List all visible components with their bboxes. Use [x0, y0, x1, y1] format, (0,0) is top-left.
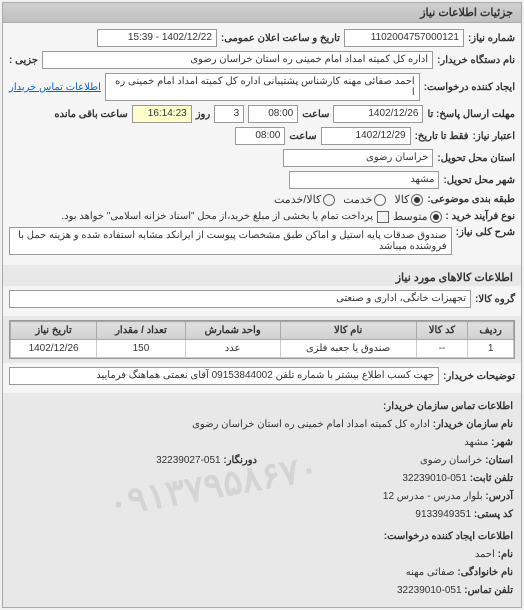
req-number-label: شماره نیاز:: [468, 33, 515, 44]
remain-value: 16:14:23: [132, 105, 192, 123]
row-buyer-org: نام دستگاه خریدار: اداره کل کمیته امداد …: [9, 51, 515, 69]
requester-label: ایجاد کننده درخواست:: [424, 82, 515, 93]
budget-label: طبقه بندی موضوعی:: [427, 194, 515, 205]
contact-fax: دورنگار: 051-32239027: [11, 453, 257, 469]
creator-title: اطلاعات ایجاد کننده درخواست:: [11, 529, 513, 545]
buyer-notes-row: توضیحات خریدار: جهت کسب اطلاع بیشتر با ش…: [3, 363, 521, 393]
validity-to-label: فقط تا تاریخ:: [415, 131, 469, 142]
row-req-number: شماره نیاز: 1102004757000121 تاریخ و ساع…: [9, 29, 515, 47]
panel-title: جزئیات اطلاعات نیاز: [3, 3, 521, 23]
time-label-2: ساعت: [289, 131, 316, 142]
province-value: خراسان رضوی: [283, 149, 433, 167]
radio-sale[interactable]: کالا/خدمت: [274, 193, 335, 206]
validity-time: 08:00: [235, 127, 285, 145]
process-radio-group: متوسط: [393, 210, 442, 223]
cell-date: 1402/12/26: [11, 340, 97, 358]
requester-value: احمد صفائی مهنه کارشناس پشتیبانی اداره ک…: [105, 73, 420, 101]
radio-sale-label: کالا/خدمت: [274, 193, 321, 206]
col-date: تاریخ نیاز: [11, 322, 97, 340]
goods-group-row: گروه کالا: تجهیزات خانگی، اداری و صنعتی: [3, 286, 521, 316]
req-number-value: 1102004757000121: [344, 29, 464, 47]
table-row[interactable]: 1 -- صندوق یا جعبه فلزی عدد 150 1402/12/…: [11, 340, 514, 358]
col-name: نام کالا: [280, 322, 416, 340]
cell-code: --: [416, 340, 467, 358]
validity-date: 1402/12/29: [321, 127, 411, 145]
radio-mid-label: متوسط: [393, 210, 428, 223]
cell-name: صندوق یا جعبه فلزی: [280, 340, 416, 358]
main-panel: جزئیات اطلاعات نیاز شماره نیاز: 11020047…: [2, 2, 522, 608]
radio-service[interactable]: خدمت: [343, 193, 386, 206]
row-requester: ایجاد کننده درخواست: احمد صفائی مهنه کار…: [9, 73, 515, 101]
time-label-1: ساعت: [302, 109, 329, 120]
subtype-label: جزیی :: [9, 55, 38, 66]
contact-province: استان: خراسان رضوی: [267, 453, 513, 469]
radio-kala-icon: [411, 194, 423, 206]
row-deadline: مهلت ارسال پاسخ: تا 1402/12/26 ساعت 08:0…: [9, 105, 515, 123]
city-value: مشهد: [289, 171, 439, 189]
row-general-desc: شرح کلی نیاز: صندوق صدقات پایه استیل و ا…: [9, 227, 515, 255]
radio-kala[interactable]: کالا: [394, 193, 423, 206]
buyer-org-label: نام دستگاه خریدار:: [437, 55, 515, 66]
radio-mid[interactable]: متوسط: [393, 210, 442, 223]
radio-kala-label: کالا: [394, 193, 409, 206]
contact-section: ۰۹۱۳۷۹۵۸۶۷۰ اطلاعات تماس سازمان خریدار: …: [3, 393, 521, 607]
row-validity: اعتبار نیاز: فقط تا تاریخ: 1402/12/29 سا…: [9, 127, 515, 145]
row-process: نوع فرآیند خرید : متوسط پرداخت تمام یا ب…: [9, 210, 515, 223]
group-label: گروه کالا:: [475, 294, 515, 305]
deadline-from-label: مهلت ارسال پاسخ: تا: [427, 109, 515, 120]
row-city: شهر محل تحویل: مشهد: [9, 171, 515, 189]
validity-label: اعتبار نیاز:: [473, 131, 515, 142]
contact-city: شهر: مشهد: [11, 435, 513, 451]
contact-address: آدرس: بلوار مدرس - مدرس 12: [267, 489, 513, 505]
radio-service-label: خدمت: [343, 193, 372, 206]
days-value: 3: [214, 105, 244, 123]
cell-unit: عدد: [185, 340, 280, 358]
creator-name: نام: احمد: [11, 547, 513, 563]
buyer-notes-label: توضیحات خریدار:: [443, 371, 515, 382]
row-province: استان محل تحویل: خراسان رضوی: [9, 149, 515, 167]
process-label: نوع فرآیند خرید :: [446, 211, 515, 222]
contact-org: نام سازمان خریدار: اداره کل کمیته امداد …: [11, 417, 513, 433]
need-info-section: شماره نیاز: 1102004757000121 تاریخ و ساع…: [3, 23, 521, 265]
buyer-org-value: اداره کل کمیته امداد امام خمینی ره استان…: [42, 51, 433, 69]
goods-section-title: اطلاعات کالاهای مورد نیاز: [11, 271, 513, 284]
radio-mid-icon: [430, 211, 442, 223]
payment-checkbox[interactable]: [377, 211, 389, 223]
row-budget: طبقه بندی موضوعی: کالا خدمت کالا/خدمت: [9, 193, 515, 206]
general-label: شرح کلی نیاز:: [456, 227, 515, 238]
group-value: تجهیزات خانگی، اداری و صنعتی: [9, 290, 471, 308]
general-desc: صندوق صدقات پایه استیل و اماکن طبق مشخصا…: [9, 227, 452, 255]
radio-sale-icon: [323, 194, 335, 206]
contact-postal: کد پستی: 9133949351: [267, 507, 513, 523]
goods-table: ردیف کد کالا نام کالا واحد شمارش تعداد /…: [10, 321, 514, 358]
contact-phone: تلفن ثابت: 051-32239010: [267, 471, 513, 487]
creator-phone: تلفن تماس: 051-32239010: [11, 583, 513, 599]
col-row: ردیف: [468, 322, 514, 340]
deadline-date: 1402/12/26: [333, 105, 423, 123]
remain-label: ساعت باقی مانده: [54, 109, 127, 120]
budget-radio-group: کالا خدمت کالا/خدمت: [274, 193, 423, 206]
province-label: استان محل تحویل:: [437, 153, 515, 164]
payment-note: پرداخت تمام یا بخشی از مبلغ خرید،از محل …: [61, 211, 373, 222]
col-code: کد کالا: [416, 322, 467, 340]
deadline-time: 08:00: [248, 105, 298, 123]
col-qty: تعداد / مقدار: [97, 322, 186, 340]
announce-label: تاریخ و ساعت اعلان عمومی:: [221, 33, 340, 44]
radio-service-icon: [374, 194, 386, 206]
creator-family: نام خانوادگی: صفائی مهنه: [11, 565, 513, 581]
col-unit: واحد شمارش: [185, 322, 280, 340]
buyer-contact-link[interactable]: اطلاعات تماس خریدار: [9, 82, 101, 93]
announce-value: 1402/12/22 - 15:39: [97, 29, 217, 47]
goods-table-wrap: ردیف کد کالا نام کالا واحد شمارش تعداد /…: [9, 320, 515, 359]
city-label: شهر محل تحویل:: [443, 175, 515, 186]
buyer-notes-value: جهت کسب اطلاع بیشتر با شماره تلفن 091538…: [9, 367, 439, 385]
cell-row: 1: [468, 340, 514, 358]
cell-qty: 150: [97, 340, 186, 358]
table-header-row: ردیف کد کالا نام کالا واحد شمارش تعداد /…: [11, 322, 514, 340]
days-label: روز: [196, 109, 211, 120]
contact-title: اطلاعات تماس سازمان خریدار:: [11, 399, 513, 415]
